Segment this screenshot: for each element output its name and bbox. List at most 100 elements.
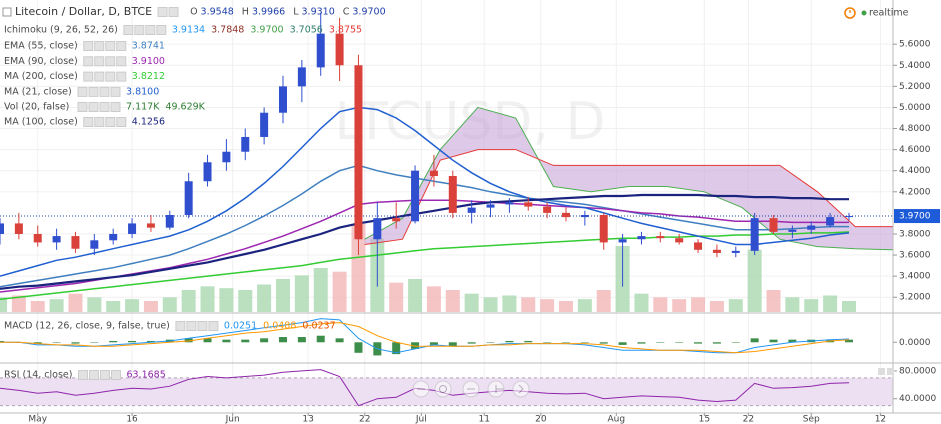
legend-button[interactable] — [105, 71, 116, 82]
realtime-label: realtime — [869, 8, 909, 19]
candle-body — [561, 212, 570, 218]
reset[interactable] — [434, 380, 452, 398]
legend-button[interactable] — [83, 56, 94, 67]
candle-body — [637, 236, 646, 240]
volume-bar — [653, 297, 668, 312]
legend-button[interactable] — [94, 56, 105, 67]
ohlc-label: H — [242, 7, 249, 18]
legend-button[interactable] — [99, 370, 110, 380]
candle-body — [335, 33, 344, 66]
indicator-name: Ichimoku (9, 26, 52, 26) — [4, 25, 118, 36]
candle-body — [316, 33, 325, 68]
legend-button[interactable] — [77, 370, 88, 380]
macd-histogram-bar — [769, 339, 778, 343]
pane-button[interactable] — [887, 368, 894, 375]
macd-histogram-bar — [335, 338, 344, 343]
volume-bar — [87, 297, 102, 312]
zoom-out[interactable] — [412, 380, 430, 398]
macd-histogram-bar — [278, 337, 287, 343]
indicator-line — [0, 231, 850, 301]
legend-button[interactable] — [94, 41, 105, 51]
indicator-value: 3.8212 — [132, 71, 165, 82]
legend-button[interactable] — [175, 321, 186, 331]
legend-button[interactable] — [94, 71, 105, 82]
candle-body — [694, 242, 703, 250]
candle-body — [731, 250, 740, 253]
macd-histogram-bar — [524, 340, 533, 343]
legend-button[interactable] — [197, 321, 208, 331]
indicator-layer — [0, 106, 893, 301]
realtime-dot — [861, 10, 867, 16]
candle-body — [769, 218, 778, 232]
volume-bar — [219, 288, 234, 312]
legend-button[interactable] — [110, 370, 121, 380]
indicator-value: 7.117K — [126, 102, 160, 113]
axis-layer: May 16 Jun 13 22 Jul 11 20 Aug 15 22 Sep 12 5.6000 5.4… — [28, 40, 940, 424]
volume-bar — [143, 301, 158, 312]
volume-bar — [351, 224, 366, 312]
legend-button[interactable] — [105, 56, 116, 67]
candle-body — [618, 239, 627, 243]
legend-button[interactable] — [110, 102, 121, 112]
legend-button[interactable] — [116, 71, 127, 82]
candle-body — [524, 202, 533, 207]
legend-button[interactable] — [77, 86, 88, 97]
candle-body — [128, 223, 137, 234]
y-tick-label: 3.2000 — [899, 293, 931, 303]
volume-bar — [691, 297, 706, 312]
legend-button[interactable] — [157, 7, 168, 17]
legend-button[interactable] — [77, 102, 88, 112]
y-tick-label: 3.8000 — [899, 229, 931, 239]
legend-button[interactable] — [88, 370, 99, 380]
scroll-right[interactable] — [512, 380, 530, 398]
macd-histogram-bar — [731, 342, 740, 343]
candle-body — [392, 218, 401, 222]
legend-button[interactable] — [83, 41, 94, 51]
legend-button[interactable] — [99, 86, 110, 97]
macd-histogram-bar — [543, 342, 552, 343]
legend-button[interactable] — [94, 117, 105, 127]
x-tick-label: 16 — [126, 415, 138, 424]
zoom-in[interactable] — [462, 380, 480, 398]
legend-button[interactable] — [105, 117, 116, 127]
volume-bar — [841, 301, 856, 312]
macd-histogram-bar — [505, 340, 514, 343]
indicator-name: EMA (90, close) — [4, 56, 78, 67]
legend-button[interactable] — [116, 56, 127, 67]
volume-bar — [634, 293, 649, 312]
volume-bar — [747, 249, 762, 312]
legend-button[interactable] — [88, 102, 99, 112]
candle-body — [788, 229, 797, 232]
x-tick-label: 11 — [479, 415, 490, 424]
legend-button[interactable] — [110, 86, 121, 97]
y-tick-label: 4.2000 — [899, 187, 931, 197]
volume-bar — [257, 284, 272, 312]
volume-bar — [445, 290, 460, 312]
legend-button[interactable] — [186, 321, 197, 331]
scroll-left[interactable] — [487, 380, 505, 398]
legend-button[interactable] — [99, 102, 110, 112]
collapse-button[interactable] — [2, 7, 12, 17]
macd-histogram-bar — [486, 342, 495, 343]
legend-button[interactable] — [116, 41, 127, 51]
legend-button[interactable] — [83, 71, 94, 82]
legend-button[interactable] — [208, 321, 219, 331]
legend-button[interactable] — [168, 7, 179, 17]
macd-histogram-bar — [128, 340, 137, 343]
macd-histogram-bar — [354, 342, 363, 353]
legend-button[interactable] — [83, 117, 94, 127]
volume-bar — [804, 299, 819, 312]
legend-button[interactable] — [123, 25, 134, 35]
legend-button[interactable] — [134, 25, 145, 35]
legend-button[interactable] — [105, 41, 116, 51]
macd-histogram-bar — [241, 339, 250, 343]
candle-body — [297, 67, 306, 87]
legend-button[interactable] — [116, 117, 127, 127]
volume-bar — [68, 293, 83, 312]
legend-button[interactable] — [88, 86, 99, 97]
legend-button[interactable] — [156, 25, 167, 35]
indicator-value: 4.1256 — [132, 117, 165, 128]
pane-button[interactable] — [878, 368, 885, 375]
legend-button[interactable] — [145, 25, 156, 35]
